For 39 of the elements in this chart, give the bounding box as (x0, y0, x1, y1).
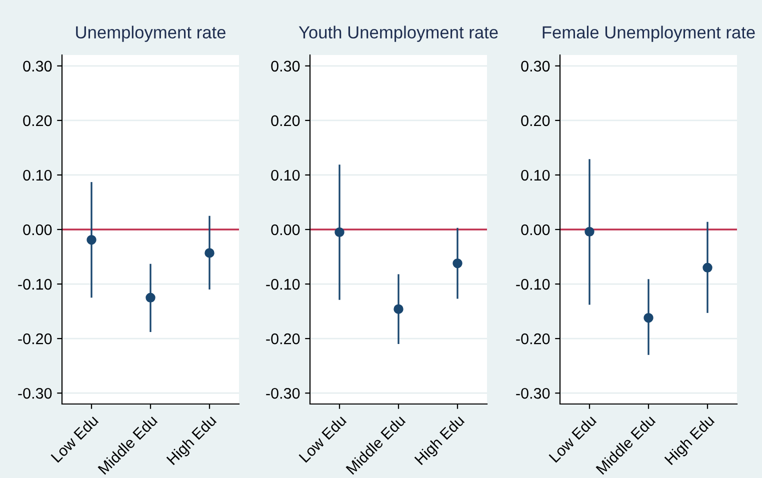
point (644, 312, 654, 323)
chart-title: Unemployment rate (76, 26, 226, 42)
y-tick-label: 0.20 (521, 115, 550, 126)
y-tick-label: 0.20 (271, 115, 300, 126)
y-tick-label: -0.30 (266, 388, 300, 399)
point (146, 292, 156, 303)
x-tick-label: Low Edu (298, 414, 347, 463)
point (204, 248, 214, 258)
y-tick-label: 0.00 (271, 224, 300, 236)
x-tick-label: Low Edu (50, 414, 99, 463)
y-tick-label: 0.20 (23, 115, 52, 126)
y-tick-label: -0.20 (266, 333, 300, 344)
point (334, 227, 344, 238)
y-tick-label: 0.00 (23, 224, 52, 236)
y-tick-label: 0.30 (271, 60, 300, 72)
y-tick-label: -0.30 (18, 388, 52, 399)
x-tick-label: High Edu (166, 414, 219, 468)
point (452, 258, 462, 268)
point (86, 235, 96, 245)
y-tick-label: 0.30 (23, 60, 52, 72)
y-tick-label: -0.30 (516, 388, 550, 399)
y-tick-label: -0.20 (18, 333, 52, 344)
y-tick-label: 0.30 (521, 60, 550, 72)
y-tick-label: -0.20 (516, 333, 550, 344)
x-tick-label: Low Edu (548, 414, 597, 463)
y-tick-label: 0.10 (271, 170, 300, 181)
chart-title: Female Unemployment rate (542, 26, 755, 42)
y-tick-label: -0.10 (516, 278, 550, 290)
point (394, 304, 404, 314)
point (584, 226, 594, 237)
x-tick-label: High Edu (414, 414, 467, 468)
y-tick-label: 0.10 (23, 170, 52, 181)
y-tick-label: 0.00 (521, 224, 550, 236)
point (702, 262, 712, 273)
chart-title: Youth Unemployment rate (298, 26, 498, 42)
x-tick-label: High Edu (664, 414, 717, 468)
y-tick-label: 0.10 (521, 170, 550, 181)
y-tick-label: -0.10 (266, 278, 300, 290)
y-tick-label: -0.10 (18, 278, 52, 290)
